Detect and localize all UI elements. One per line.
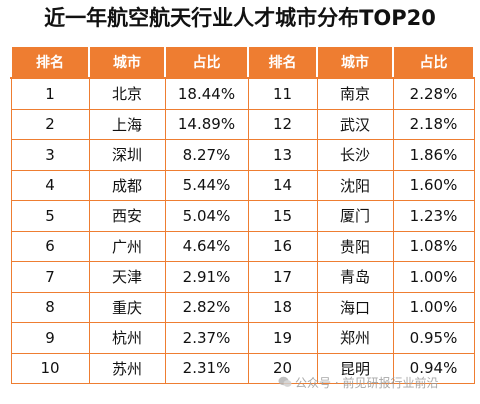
share-cell-right: 1.86% — [392, 139, 475, 171]
table-row: 2 上海 14.89% 12 武汉 2.18% — [10, 109, 475, 140]
rank-cell-right: 12 — [247, 109, 318, 140]
table-row: 7 天津 2.91% 17 青岛 1.00% — [10, 261, 475, 293]
city-cell-left: 苏州 — [88, 353, 166, 384]
chart-title: 近一年航空航天行业人才城市分布TOP20 — [44, 6, 436, 30]
rank-cell-right: 15 — [247, 200, 318, 232]
city-cell-left: 成都 — [88, 170, 166, 201]
table-row: 6 广州 4.64% 16 贵阳 1.08% — [10, 231, 475, 262]
share-cell-right: 1.00% — [392, 292, 475, 323]
share-cell-left: 2.91% — [164, 261, 249, 293]
share-cell-right: 2.18% — [392, 109, 475, 140]
ranking-table: 排名 城市 占比 排名 城市 占比 1 北京 18.44% 11 南京 2.28% 2 上海 1… — [10, 45, 475, 384]
rank-cell-right: 19 — [247, 322, 318, 354]
city-cell-right: 贵阳 — [316, 231, 394, 262]
rank-cell-right: 13 — [247, 139, 318, 171]
share-cell-right: 1.00% — [392, 261, 475, 293]
rank-cell-right: 16 — [247, 231, 318, 262]
city-cell-left: 西安 — [88, 200, 166, 232]
city-cell-left: 杭州 — [88, 322, 166, 354]
share-cell-left: 8.27% — [164, 139, 249, 171]
column-header-share-left: 占比 — [164, 45, 249, 79]
share-cell-left: 14.89% — [164, 109, 249, 140]
rank-cell-left: 1 — [10, 78, 90, 110]
city-cell-left: 深圳 — [88, 139, 166, 171]
city-cell-left: 上海 — [88, 109, 166, 140]
watermark-text: 公众号 · 前见研报行业前沿 — [295, 376, 439, 390]
table-row: 3 深圳 8.27% 13 长沙 1.86% — [10, 139, 475, 171]
rank-cell-left: 3 — [10, 139, 90, 171]
city-cell-left: 北京 — [88, 78, 166, 110]
rank-cell-left: 10 — [10, 353, 90, 384]
rank-cell-right: 17 — [247, 261, 318, 293]
rank-cell-left: 7 — [10, 261, 90, 293]
rank-cell-left: 6 — [10, 231, 90, 262]
share-cell-right: 1.23% — [392, 200, 475, 232]
share-cell-right: 2.28% — [392, 78, 475, 110]
table-body: 1 北京 18.44% 11 南京 2.28% 2 上海 14.89% 12 武汉 2.18% 3 深圳 8… — [10, 78, 475, 384]
table-row: 10 苏州 2.31% 20 昆明 0.94% — [10, 353, 475, 384]
share-cell-right: 0.95% — [392, 322, 475, 354]
rank-cell-right: 14 — [247, 170, 318, 201]
city-cell-right: 武汉 — [316, 109, 394, 140]
city-cell-right: 厦门 — [316, 200, 394, 232]
column-header-city-left: 城市 — [88, 45, 166, 79]
share-cell-left: 18.44% — [164, 78, 249, 110]
city-cell-left: 重庆 — [88, 292, 166, 323]
rank-cell-right: 18 — [247, 292, 318, 323]
city-cell-left: 天津 — [88, 261, 166, 293]
wechat-icon — [278, 375, 292, 389]
table-header-row: 排名 城市 占比 排名 城市 占比 — [10, 45, 475, 79]
watermark: 公众号 · 前见研报行业前沿 — [278, 374, 438, 391]
share-cell-left: 2.31% — [164, 353, 249, 384]
share-cell-left: 2.37% — [164, 322, 249, 354]
share-cell-right: 0.94% — [392, 353, 475, 384]
rank-cell-left: 2 — [10, 109, 90, 140]
table-row: 8 重庆 2.82% 18 海口 1.00% — [10, 292, 475, 323]
column-header-share-right: 占比 — [392, 45, 475, 79]
city-cell-right: 沈阳 — [316, 170, 394, 201]
city-cell-right: 海口 — [316, 292, 394, 323]
share-cell-left: 5.44% — [164, 170, 249, 201]
rank-cell-left: 8 — [10, 292, 90, 323]
share-cell-left: 5.04% — [164, 200, 249, 232]
share-cell-left: 2.82% — [164, 292, 249, 323]
table-row: 1 北京 18.44% 11 南京 2.28% — [10, 78, 475, 110]
column-header-city-right: 城市 — [316, 45, 394, 79]
table-row: 5 西安 5.04% 15 厦门 1.23% — [10, 200, 475, 232]
share-cell-right: 1.60% — [392, 170, 475, 201]
column-header-rank-right: 排名 — [247, 45, 318, 79]
rank-cell-left: 9 — [10, 322, 90, 354]
city-cell-left: 广州 — [88, 231, 166, 262]
rank-cell-left: 5 — [10, 200, 90, 232]
share-cell-left: 4.64% — [164, 231, 249, 262]
column-header-rank-left: 排名 — [10, 45, 90, 79]
city-cell-right: 青岛 — [316, 261, 394, 293]
table-row: 9 杭州 2.37% 19 郑州 0.95% — [10, 322, 475, 354]
table-row: 4 成都 5.44% 14 沈阳 1.60% — [10, 170, 475, 201]
city-cell-right: 郑州 — [316, 322, 394, 354]
rank-cell-left: 4 — [10, 170, 90, 201]
share-cell-right: 1.08% — [392, 231, 475, 262]
city-cell-right: 南京 — [316, 78, 394, 110]
rank-cell-right: 11 — [247, 78, 318, 110]
city-cell-right: 长沙 — [316, 139, 394, 171]
